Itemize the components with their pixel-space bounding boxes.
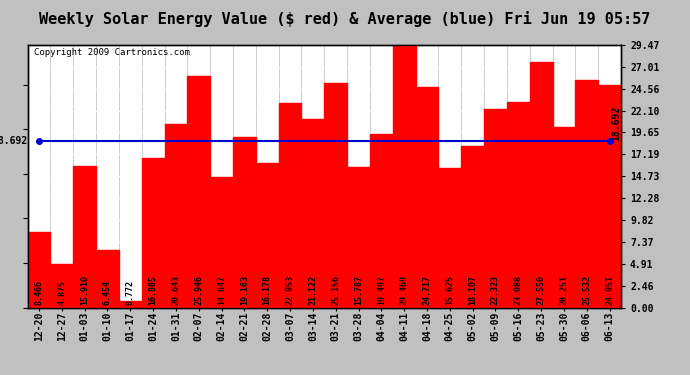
Text: 4.875: 4.875 (57, 280, 66, 305)
Bar (233, 137, 256, 308)
Text: 25.532: 25.532 (582, 275, 591, 305)
Bar (484, 109, 507, 308)
Text: 15.625: 15.625 (445, 275, 454, 305)
Bar (415, 87, 438, 308)
Bar (188, 76, 210, 308)
Bar (28, 232, 50, 308)
Bar (256, 164, 279, 308)
Text: 16.178: 16.178 (263, 275, 272, 305)
Text: 24.717: 24.717 (422, 275, 431, 305)
Text: 22.953: 22.953 (286, 275, 295, 305)
Bar (530, 62, 553, 308)
Text: 22.323: 22.323 (491, 275, 500, 305)
Text: 25.946: 25.946 (195, 275, 204, 305)
Bar (575, 80, 598, 308)
Text: 19.163: 19.163 (240, 275, 249, 305)
Bar (50, 264, 73, 308)
Bar (347, 167, 370, 308)
Text: Copyright 2009 Cartronics.com: Copyright 2009 Cartronics.com (34, 48, 190, 57)
Text: 16.805: 16.805 (148, 275, 157, 305)
Text: 23.088: 23.088 (514, 275, 523, 305)
Text: Weekly Solar Energy Value ($ red) & Average (blue) Fri Jun 19 05:57: Weekly Solar Energy Value ($ red) & Aver… (39, 11, 651, 27)
Text: 15.910: 15.910 (80, 275, 89, 305)
Text: 18.692: 18.692 (611, 106, 621, 141)
Text: 21.122: 21.122 (308, 275, 317, 305)
Text: 20.251: 20.251 (560, 275, 569, 305)
Text: 15.787: 15.787 (354, 275, 363, 305)
Bar (370, 134, 393, 308)
Text: 0.772: 0.772 (126, 280, 135, 305)
Text: 29.469: 29.469 (400, 275, 408, 305)
Bar (393, 45, 415, 308)
Text: 14.647: 14.647 (217, 275, 226, 305)
Bar (210, 177, 233, 308)
Bar (553, 127, 575, 308)
Text: 6.454: 6.454 (103, 280, 112, 305)
Bar (73, 166, 96, 308)
Bar (302, 119, 324, 308)
Bar (507, 102, 530, 308)
Bar (119, 301, 141, 307)
Bar (141, 158, 164, 308)
Text: 24.951: 24.951 (605, 275, 614, 305)
Text: 18.107: 18.107 (468, 275, 477, 305)
Bar (461, 146, 484, 308)
Text: 27.550: 27.550 (537, 275, 546, 305)
Text: 8.466: 8.466 (34, 280, 43, 305)
Bar (96, 250, 119, 307)
Bar (438, 168, 461, 308)
Bar (164, 124, 188, 308)
Bar (279, 103, 302, 308)
Text: 25.156: 25.156 (331, 275, 340, 305)
Bar (324, 83, 347, 308)
Text: 20.643: 20.643 (171, 275, 181, 305)
Text: 19.497: 19.497 (377, 275, 386, 305)
Bar (598, 85, 621, 308)
Text: 18.692: 18.692 (0, 136, 28, 146)
